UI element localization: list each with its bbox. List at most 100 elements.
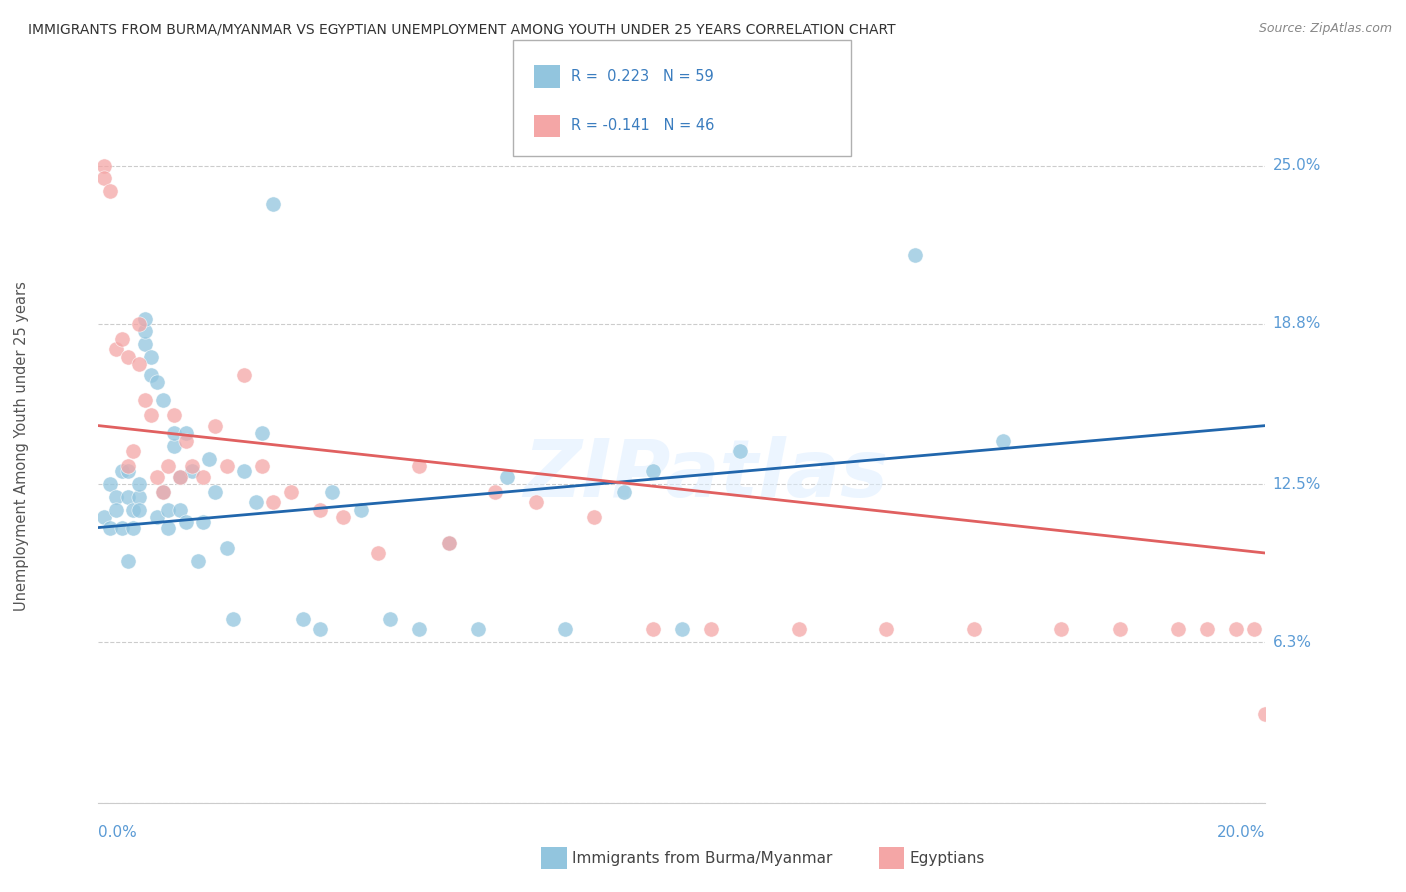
Point [1050,623,1073,637]
Point [437,536,460,550]
Point [1254,706,1277,721]
Point [1243,623,1265,637]
Point [215,459,238,474]
Point [728,444,751,458]
Text: 12.5%: 12.5% [1272,476,1320,491]
Text: 6.3%: 6.3% [1272,635,1312,649]
Point [350,502,373,516]
Point [122,444,145,458]
Point [262,197,284,211]
Point [122,520,145,534]
Point [554,623,576,637]
Point [139,350,162,364]
Point [484,484,506,499]
Point [180,459,202,474]
Point [128,477,150,491]
Point [169,469,191,483]
Point [180,465,202,479]
Point [495,469,517,483]
Point [134,311,156,326]
Text: Egyptians: Egyptians [910,851,986,865]
Point [157,520,180,534]
Point [904,248,927,262]
Text: ZIPatlas: ZIPatlas [523,435,887,514]
Point [193,516,215,530]
Point [309,623,332,637]
Point [233,465,256,479]
Point [111,332,134,346]
Point [641,623,664,637]
Point [641,465,664,479]
Point [122,502,145,516]
Point [408,623,430,637]
Point [193,469,215,483]
Point [408,459,430,474]
Point [104,490,127,504]
Point [174,426,197,441]
Point [104,502,127,516]
Point [139,409,162,423]
Point [111,465,134,479]
Point [1108,623,1130,637]
Point [612,484,634,499]
Point [187,554,209,568]
Point [291,612,314,626]
Text: 20.0%: 20.0% [1218,825,1265,840]
Point [146,376,169,390]
Point [991,434,1014,448]
Text: Immigrants from Burma/Myanmar: Immigrants from Burma/Myanmar [572,851,832,865]
Point [332,510,354,524]
Point [163,439,186,453]
Text: 0.0%: 0.0% [98,825,138,840]
Point [139,368,162,382]
Point [163,426,186,441]
Point [262,495,284,509]
Point [321,484,343,499]
Point [146,510,169,524]
Point [93,171,115,186]
Point [93,510,115,524]
Point [1167,623,1189,637]
Text: 18.8%: 18.8% [1272,316,1320,331]
Point [128,490,150,504]
Point [134,324,156,338]
Text: R =  0.223   N = 59: R = 0.223 N = 59 [571,69,714,84]
Point [157,459,180,474]
Point [467,623,489,637]
Text: R = -0.141   N = 46: R = -0.141 N = 46 [571,118,714,133]
Point [163,409,186,423]
Point [875,623,897,637]
Point [700,623,723,637]
Point [128,317,150,331]
Point [111,520,134,534]
Point [367,546,389,560]
Point [98,184,121,198]
Point [437,536,460,550]
Point [117,554,139,568]
Point [128,502,150,516]
Point [198,451,221,466]
Point [583,510,606,524]
Point [174,516,197,530]
Point [117,350,139,364]
Point [174,434,197,448]
Point [250,459,273,474]
Point [152,393,174,408]
Text: Source: ZipAtlas.com: Source: ZipAtlas.com [1258,22,1392,36]
Point [117,490,139,504]
Point [250,426,273,441]
Point [169,469,191,483]
Point [204,484,226,499]
Point [280,484,302,499]
Text: IMMIGRANTS FROM BURMA/MYANMAR VS EGYPTIAN UNEMPLOYMENT AMONG YOUTH UNDER 25 YEAR: IMMIGRANTS FROM BURMA/MYANMAR VS EGYPTIA… [28,22,896,37]
Text: 25.0%: 25.0% [1272,158,1320,173]
Point [169,502,191,516]
Point [152,484,174,499]
Point [1225,623,1247,637]
Text: Unemployment Among Youth under 25 years: Unemployment Among Youth under 25 years [14,281,28,611]
Point [309,502,332,516]
Point [98,520,121,534]
Point [245,495,267,509]
Point [128,358,150,372]
Point [233,368,256,382]
